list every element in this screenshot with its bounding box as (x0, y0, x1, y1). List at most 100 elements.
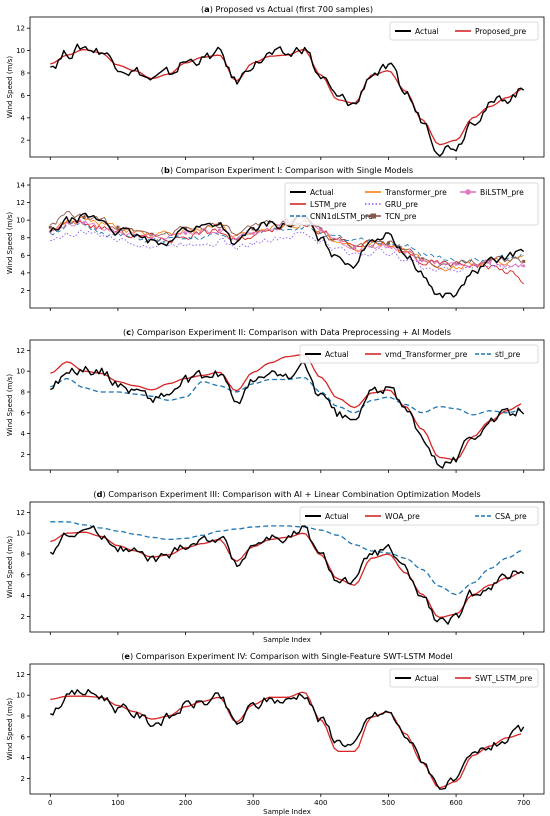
y-tick-label: 2 (21, 613, 25, 621)
panel-title: (c) Comparison Experiment II: Comparison… (123, 327, 451, 337)
y-tick-label: 12 (16, 199, 25, 207)
x-tick-label: 100 (111, 799, 124, 807)
x-tick-label: 400 (314, 799, 327, 807)
x-tick-label: 300 (246, 799, 259, 807)
x-axis-label: Sample Index (263, 636, 311, 644)
legend-label-tcn-pre: TCN_pre (384, 212, 417, 221)
data-point (420, 259, 424, 263)
legend: Actual vmd_Transformer_pre stl_pre (299, 344, 539, 364)
data-point (319, 228, 323, 232)
y-tick-label: 2 (21, 775, 25, 783)
y-tick-label: 4 (21, 754, 26, 762)
y-tick-label: 4 (21, 114, 26, 122)
legend-label-csa-pre: CSA_pre (495, 512, 527, 521)
y-tick-label: 8 (21, 389, 25, 397)
data-point (522, 259, 526, 263)
panel-title: (e) Comparison Experiment IV: Comparison… (121, 651, 453, 661)
series-group (50, 43, 525, 157)
series-line-cnn1dlstm-pre (50, 221, 524, 265)
legend-label-proposed-pre: Proposed_pre (475, 27, 527, 36)
y-tick-label: 6 (21, 252, 26, 260)
legend: Actual LSTM_pre CNN1dLSTM_pre Transformer_p… (284, 182, 539, 226)
legend-box (284, 182, 539, 226)
panel-letter: c (126, 327, 131, 337)
y-tick-label: 6 (21, 92, 26, 100)
series-group (50, 688, 525, 790)
legend-label-actual: Actual (325, 350, 349, 359)
panel-a: (a) Proposed vs Actual (first 700 sample… (6, 4, 545, 160)
legend-label-bilstm-pre: BiLSTM_pre (480, 188, 524, 197)
y-tick-label: 12 (16, 25, 25, 33)
series-group (50, 353, 525, 469)
data-point (184, 226, 188, 230)
y-tick-label: 14 (16, 182, 25, 190)
data-point (116, 225, 120, 229)
x-tick-label: 700 (517, 799, 530, 807)
y-tick-label: 8 (21, 234, 25, 242)
y-axis-label: Wind Speed (m/s) (6, 56, 14, 119)
data-point (353, 245, 357, 249)
y-tick-label: 10 (16, 47, 25, 55)
legend-marker (465, 189, 471, 195)
legend-label-swt-lstm-pre: SWT_LSTM_pre (475, 674, 533, 683)
legend-label-transformer-pre: Transformer_pre (384, 188, 447, 197)
legend: Actual SWT_LSTM_pre (389, 668, 539, 688)
y-tick-label: 2 (21, 287, 25, 295)
panel-title: (d) Comparison Experiment III: Compariso… (93, 489, 480, 499)
y-axis-label: Wind Speed (m/s) (6, 536, 14, 599)
series-line-actual (50, 43, 525, 157)
panel-letter: e (124, 651, 130, 661)
y-tick-label: 10 (16, 368, 25, 376)
series-line-actual (49, 212, 525, 299)
y-tick-label: 10 (16, 217, 25, 225)
data-point (488, 259, 492, 263)
data-point (251, 231, 255, 235)
plot-frame (29, 16, 545, 158)
legend-label-vmd-transformer-pre: vmd_Transformer_pre (385, 350, 468, 359)
data-point (48, 225, 52, 229)
y-tick-label: 6 (21, 571, 26, 579)
y-tick-label: 6 (21, 733, 26, 741)
plot-frame (29, 501, 545, 633)
data-point (82, 216, 86, 220)
legend-box (299, 506, 539, 526)
y-tick-label: 4 (21, 430, 26, 438)
panel-b: (b) Comparison Experiment I: Comparison … (6, 165, 545, 311)
legend-label-actual: Actual (310, 188, 334, 197)
series-line-woa-pre (50, 531, 522, 619)
data-point (217, 228, 221, 232)
legend-box (299, 344, 539, 364)
panel-title: (a) Proposed vs Actual (first 700 sample… (201, 4, 373, 14)
data-point (488, 260, 492, 264)
x-tick-label: 0 (48, 799, 52, 807)
x-tick-label: 200 (179, 799, 192, 807)
panel-letter: b (164, 165, 170, 175)
legend-label-lstm-pre: LSTM_pre (310, 200, 347, 209)
y-tick-label: 8 (21, 713, 25, 721)
legend-label-stl-pre: stl_pre (495, 350, 521, 359)
data-point (150, 236, 154, 240)
series-group (49, 521, 525, 625)
y-tick-label: 8 (21, 551, 25, 559)
x-axis-label: Sample Index (263, 808, 311, 816)
legend-label-cnn1dlstm-pre: CNN1dLSTM_pre (310, 212, 373, 221)
series-line-actual (49, 525, 525, 625)
panel-c: (c) Comparison Experiment II: Comparison… (6, 327, 545, 473)
legend: Actual Proposed_pre (389, 21, 539, 41)
data-point (150, 232, 154, 236)
y-axis-label: Wind Speed (m/s) (6, 698, 14, 761)
data-point (522, 264, 526, 268)
panel-title: (b) Comparison Experiment I: Comparison … (161, 165, 413, 175)
series-line-stl-pre (50, 376, 522, 416)
y-tick-label: 4 (21, 592, 26, 600)
y-tick-label: 10 (16, 692, 25, 700)
y-tick-label: 10 (16, 530, 25, 538)
x-tick-label: 600 (449, 799, 462, 807)
x-tick-label: 500 (382, 799, 395, 807)
y-axis-label: Wind Speed (m/s) (6, 374, 14, 437)
plot-frame (29, 339, 545, 471)
data-point (386, 241, 390, 245)
data-point (184, 231, 188, 235)
legend: Actual WOA_pre CSA_pre (299, 506, 539, 526)
